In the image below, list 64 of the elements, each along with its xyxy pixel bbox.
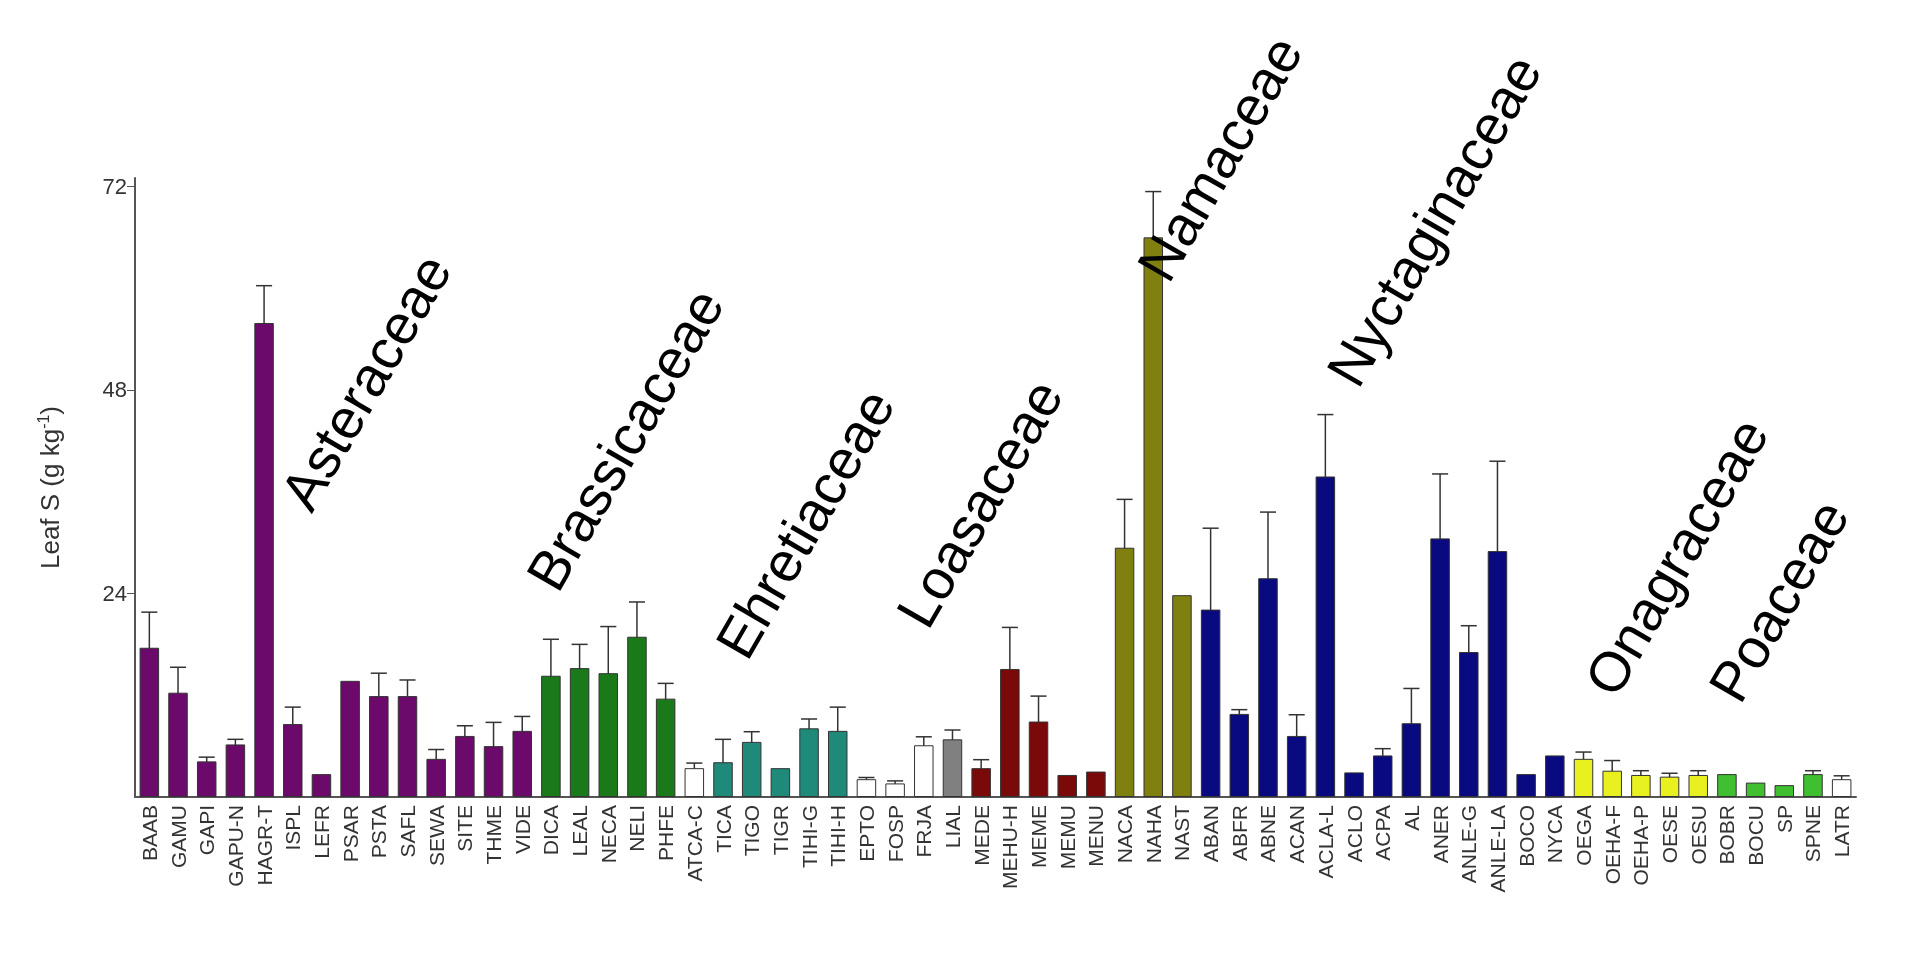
y-tick-label: 48	[102, 377, 127, 403]
x-tick-label: FRJA	[912, 805, 936, 858]
x-tick-label: ACLO	[1342, 805, 1366, 863]
x-tick-label: TIGR	[768, 805, 792, 856]
x-tick-label: MEMU	[1055, 805, 1079, 870]
x-tick-label: ABFR	[1227, 805, 1251, 862]
x-tick-label: TIGO	[740, 805, 764, 857]
x-tick-label: SITE	[453, 805, 477, 852]
x-tick-label: GAPU-N	[223, 805, 247, 887]
x-tick-label: NAHA	[1141, 805, 1165, 864]
y-tick-label: 24	[102, 580, 127, 606]
x-tick-label: AL	[1399, 805, 1423, 831]
x-tick-label: OEHA-P	[1629, 805, 1653, 886]
x-tick-label: NELI	[625, 805, 649, 852]
x-tick-label: MEHU-H	[998, 805, 1022, 889]
x-tick-label: LATR	[1830, 805, 1854, 858]
x-tick-label: BOCU	[1744, 805, 1768, 866]
x-tick-label: NECA	[596, 805, 620, 864]
x-tick-label: BAAB	[137, 805, 161, 862]
x-tick-label: VIDE	[510, 805, 534, 855]
x-tick-label: THME	[482, 805, 506, 865]
x-tick-label: EPTO	[854, 805, 878, 862]
x-tick-label: OEHA-F	[1600, 805, 1624, 885]
x-tick-label: SPNE	[1801, 805, 1825, 863]
x-tick-label: HAGR-T	[252, 804, 276, 886]
x-tick-label: SAFL	[395, 805, 419, 858]
x-tick-label: PSTA	[367, 805, 391, 859]
x-tick-label: ACAN	[1285, 805, 1309, 864]
x-tick-label: ANER	[1428, 805, 1452, 864]
x-tick-label: LIAL	[940, 805, 964, 849]
x-tick-label: LEFR	[309, 805, 333, 859]
x-tick-label: GAMU	[166, 805, 190, 868]
x-tick-label: NYCA	[1543, 805, 1567, 864]
x-tick-label: TIHI-G	[797, 805, 821, 868]
x-tick-label: ACPA	[1371, 805, 1395, 861]
x-tick-label: FOSP	[883, 805, 907, 863]
x-tick-label: ANLE-G	[1457, 805, 1481, 884]
x-tick-label: TICA	[711, 805, 735, 853]
x-tick-label: NACA	[1113, 805, 1137, 864]
x-tick-label: SEWA	[424, 805, 448, 867]
x-tick-label: ABAN	[1199, 805, 1223, 863]
y-tick-label: 72	[102, 173, 127, 199]
x-tick-label: GAPI	[195, 805, 219, 856]
x-tick-label: ANLE-LA	[1485, 805, 1509, 893]
x-tick-label: ISPL	[281, 805, 305, 851]
x-tick-label: PHFE	[654, 805, 678, 862]
x-tick-label: MEME	[1027, 805, 1051, 868]
x-tick-label: ACLA-L	[1313, 805, 1337, 879]
x-tick-label: TIHI-H	[826, 805, 850, 867]
x-tick-label: ATCA-C	[682, 805, 706, 882]
y-axis-title: Leaf S (g kg-1)	[34, 405, 65, 570]
x-tick-label: BOBR	[1715, 805, 1739, 865]
x-tick-label: SP	[1772, 805, 1796, 834]
x-tick-label: DICA	[539, 805, 563, 856]
x-tick-label: MEDE	[969, 805, 993, 866]
x-tick-label: NAST	[1170, 804, 1194, 862]
x-tick-label: MENU	[1084, 805, 1108, 867]
x-tick-label: OESU	[1686, 805, 1710, 865]
x-tick-label: OESE	[1658, 805, 1682, 864]
x-tick-label: BOCO	[1514, 805, 1538, 867]
x-tick-label: OEGA	[1572, 805, 1596, 866]
x-tick-label: LEAL	[568, 805, 592, 857]
x-tick-label: PSAR	[338, 805, 362, 863]
x-tick-label: ABNE	[1256, 805, 1280, 863]
